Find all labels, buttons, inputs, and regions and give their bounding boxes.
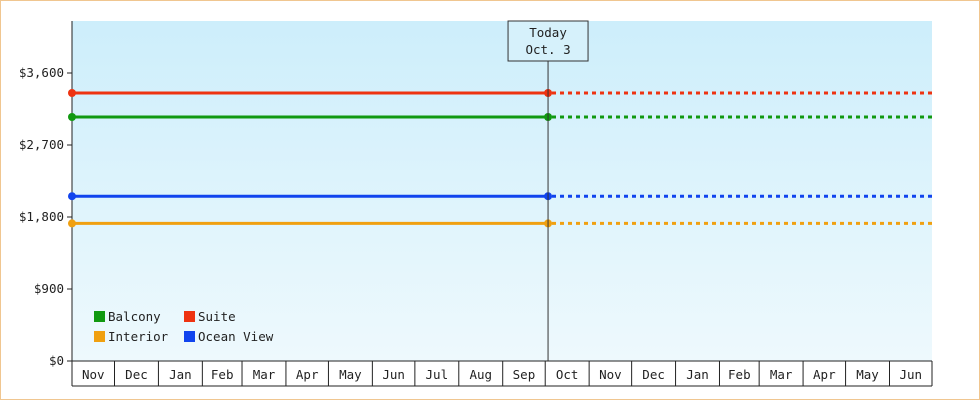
- today-label-line1: Today: [529, 25, 567, 40]
- legend-label-ocean-view: Ocean View: [198, 329, 274, 344]
- legend-swatch-suite: [184, 311, 195, 322]
- x-tick-label: Sep: [513, 367, 536, 382]
- today-label-line2: Oct. 3: [525, 42, 570, 57]
- legend-swatch-ocean-view: [184, 331, 195, 342]
- x-tick-label: Feb: [728, 367, 751, 382]
- today-label-box: [507, 20, 589, 62]
- legend-swatch-balcony: [94, 311, 105, 322]
- x-tick-label: Dec: [125, 367, 148, 382]
- x-tick-label: May: [339, 367, 362, 382]
- legend-label-suite: Suite: [198, 309, 236, 324]
- series-point-start-balcony: [68, 113, 76, 121]
- x-tick-label: Jun: [899, 367, 922, 382]
- x-tick-label: Apr: [813, 367, 836, 382]
- series-point-start-suite: [68, 89, 76, 97]
- legend-label-balcony: Balcony: [108, 309, 161, 324]
- x-tick-label: Jun: [382, 367, 405, 382]
- x-tick-label: Nov: [599, 367, 622, 382]
- plot-background: [72, 21, 932, 361]
- y-tick-label: $1,800: [19, 209, 64, 224]
- x-tick-label: May: [856, 367, 879, 382]
- x-tick-label: Feb: [211, 367, 234, 382]
- x-tick-label: Nov: [82, 367, 105, 382]
- y-tick-label: $2,700: [19, 137, 64, 152]
- legend-swatch-interior: [94, 331, 105, 342]
- x-tick-label: Jan: [169, 367, 192, 382]
- x-tick-label: Mar: [253, 367, 276, 382]
- x-tick-label: Dec: [642, 367, 665, 382]
- series-point-start-ocean-view: [68, 192, 76, 201]
- x-tick-label: Aug: [469, 367, 492, 382]
- y-tick-label: $3,600: [19, 65, 64, 80]
- series-point-start-interior: [68, 219, 76, 228]
- y-tick-label: $0: [49, 353, 64, 368]
- x-tick-label: Jul: [426, 367, 449, 382]
- x-tick-label: Mar: [770, 367, 793, 382]
- x-tick-label: Apr: [296, 367, 319, 382]
- legend-label-interior: Interior: [108, 329, 169, 344]
- x-tick-label: Jan: [686, 367, 709, 382]
- y-tick-label: $900: [34, 281, 64, 296]
- x-tick-label: Oct: [556, 367, 579, 382]
